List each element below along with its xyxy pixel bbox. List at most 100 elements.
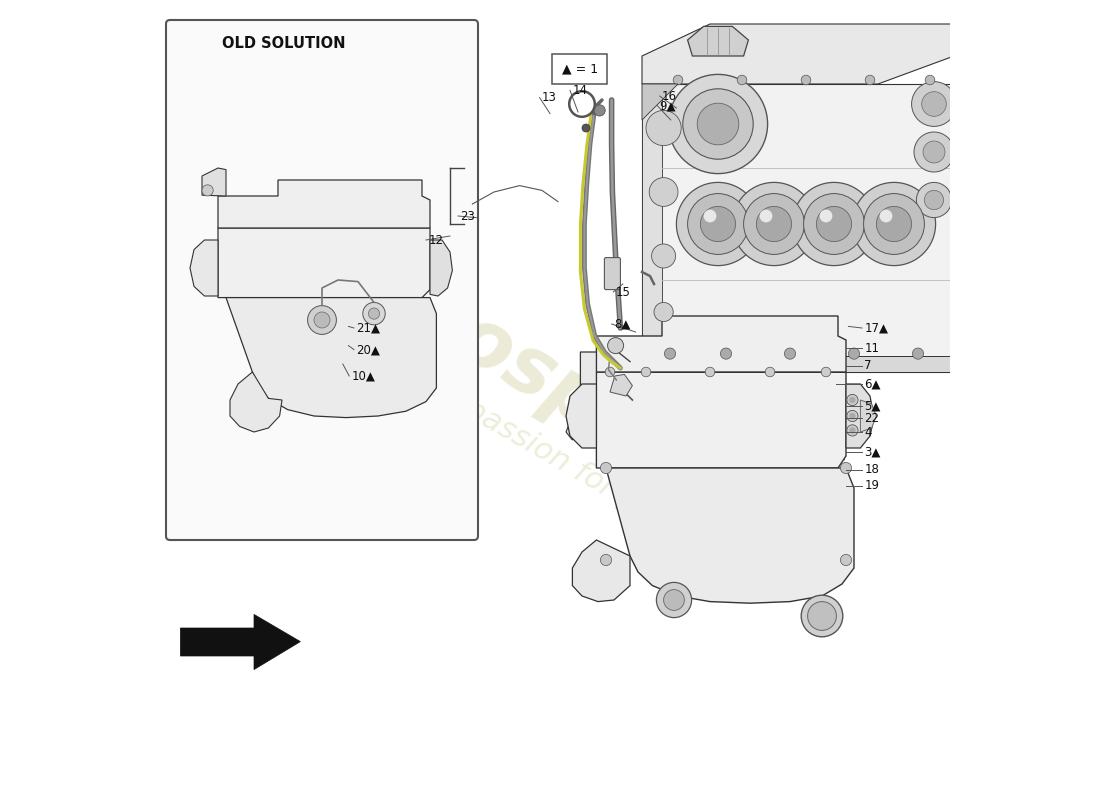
Polygon shape [180, 614, 300, 670]
Circle shape [202, 185, 213, 196]
Text: 12: 12 [428, 234, 443, 246]
Circle shape [792, 182, 876, 266]
Polygon shape [190, 240, 218, 296]
Circle shape [840, 554, 851, 566]
Polygon shape [846, 384, 874, 448]
Circle shape [601, 462, 612, 474]
Text: 7: 7 [865, 359, 872, 372]
Text: 15: 15 [616, 286, 630, 298]
Circle shape [847, 394, 858, 406]
Text: 16: 16 [662, 90, 676, 102]
Text: 14: 14 [572, 84, 587, 97]
Polygon shape [218, 228, 430, 298]
Circle shape [308, 306, 337, 334]
Circle shape [912, 82, 956, 126]
Polygon shape [218, 180, 430, 228]
Text: 19: 19 [865, 479, 879, 492]
Text: 23: 23 [461, 210, 475, 222]
Circle shape [820, 210, 833, 222]
Polygon shape [430, 240, 452, 296]
Circle shape [925, 75, 935, 85]
Polygon shape [596, 316, 846, 372]
Circle shape [849, 427, 856, 434]
Circle shape [649, 178, 678, 206]
Circle shape [651, 244, 675, 268]
Text: 20▲: 20▲ [356, 343, 381, 356]
Polygon shape [202, 168, 226, 196]
Text: 21▲: 21▲ [356, 322, 381, 334]
Text: 11: 11 [865, 342, 879, 354]
Polygon shape [606, 468, 854, 603]
Circle shape [744, 194, 804, 254]
Circle shape [673, 75, 683, 85]
Polygon shape [642, 24, 954, 84]
Circle shape [864, 194, 924, 254]
Text: maserati: maserati [727, 188, 854, 244]
Text: 5▲: 5▲ [865, 399, 881, 412]
Circle shape [641, 367, 651, 377]
Circle shape [848, 348, 859, 359]
Circle shape [701, 206, 736, 242]
Circle shape [605, 367, 615, 377]
Circle shape [757, 206, 792, 242]
Circle shape [669, 74, 768, 174]
Text: eurospares: eurospares [310, 223, 790, 545]
Circle shape [760, 210, 772, 222]
Circle shape [847, 410, 858, 422]
Circle shape [363, 302, 385, 325]
Circle shape [912, 348, 924, 359]
Polygon shape [642, 84, 954, 372]
Circle shape [657, 582, 692, 618]
Text: OLD SOLUTION: OLD SOLUTION [222, 36, 345, 51]
Circle shape [720, 348, 732, 359]
Polygon shape [642, 84, 662, 372]
Circle shape [766, 367, 774, 377]
Circle shape [368, 308, 379, 319]
Text: ▲ = 1: ▲ = 1 [561, 62, 597, 75]
Circle shape [704, 210, 716, 222]
Circle shape [676, 182, 760, 266]
Circle shape [847, 425, 858, 436]
FancyBboxPatch shape [552, 54, 607, 84]
Text: 18: 18 [865, 463, 879, 476]
Circle shape [849, 397, 856, 403]
Circle shape [594, 105, 605, 116]
Circle shape [688, 194, 748, 254]
Circle shape [880, 210, 892, 222]
Circle shape [822, 367, 830, 377]
Circle shape [916, 182, 952, 218]
Circle shape [816, 206, 851, 242]
Text: 6▲: 6▲ [865, 378, 881, 390]
Text: 13: 13 [542, 91, 557, 104]
Circle shape [663, 590, 684, 610]
Circle shape [866, 75, 874, 85]
Circle shape [807, 602, 836, 630]
Polygon shape [610, 374, 632, 396]
Circle shape [804, 194, 865, 254]
Circle shape [664, 348, 675, 359]
Circle shape [737, 75, 747, 85]
Text: 10▲: 10▲ [352, 370, 375, 382]
Circle shape [654, 302, 673, 322]
Circle shape [914, 132, 954, 172]
Circle shape [849, 413, 856, 419]
Polygon shape [642, 356, 954, 372]
Circle shape [840, 462, 851, 474]
Circle shape [801, 75, 811, 85]
Text: 4: 4 [865, 426, 872, 438]
Circle shape [852, 182, 936, 266]
Polygon shape [860, 400, 877, 432]
Text: a passion for parts: a passion for parts [436, 380, 696, 548]
Polygon shape [566, 396, 588, 440]
Polygon shape [226, 298, 437, 418]
Polygon shape [572, 540, 630, 602]
Text: 3▲: 3▲ [865, 446, 881, 458]
Circle shape [877, 206, 912, 242]
Circle shape [924, 190, 944, 210]
Polygon shape [642, 84, 678, 120]
Circle shape [922, 92, 946, 116]
Circle shape [601, 554, 612, 566]
Polygon shape [596, 372, 846, 468]
Text: 9▲: 9▲ [660, 99, 676, 112]
Polygon shape [230, 372, 282, 432]
